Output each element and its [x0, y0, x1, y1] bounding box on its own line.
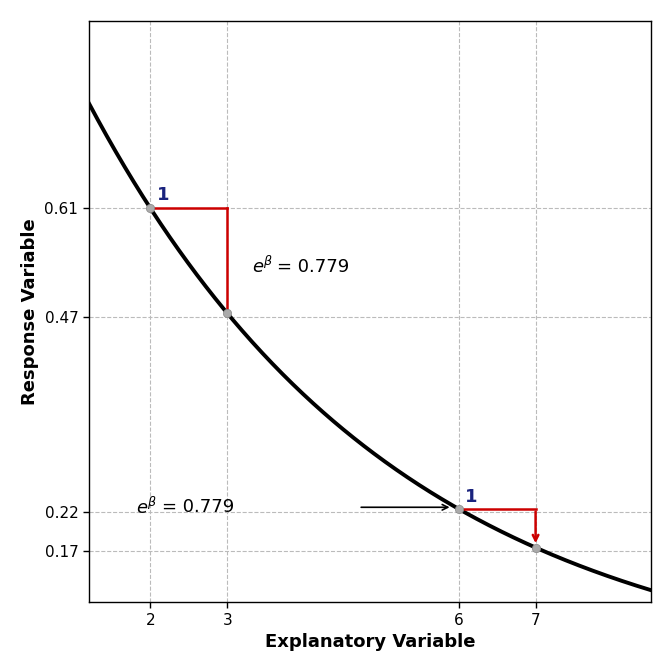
Text: 1: 1 [157, 186, 169, 204]
X-axis label: Explanatory Variable: Explanatory Variable [265, 633, 475, 651]
Text: $e^{\beta}$: $e^{\beta}$ [136, 497, 158, 518]
Text: = 0.779: = 0.779 [162, 498, 234, 516]
Text: $e^{\beta}$: $e^{\beta}$ [252, 256, 274, 278]
Y-axis label: Response Variable: Response Variable [21, 218, 39, 405]
Text: = 0.779: = 0.779 [278, 257, 349, 276]
Text: 1: 1 [465, 489, 477, 507]
